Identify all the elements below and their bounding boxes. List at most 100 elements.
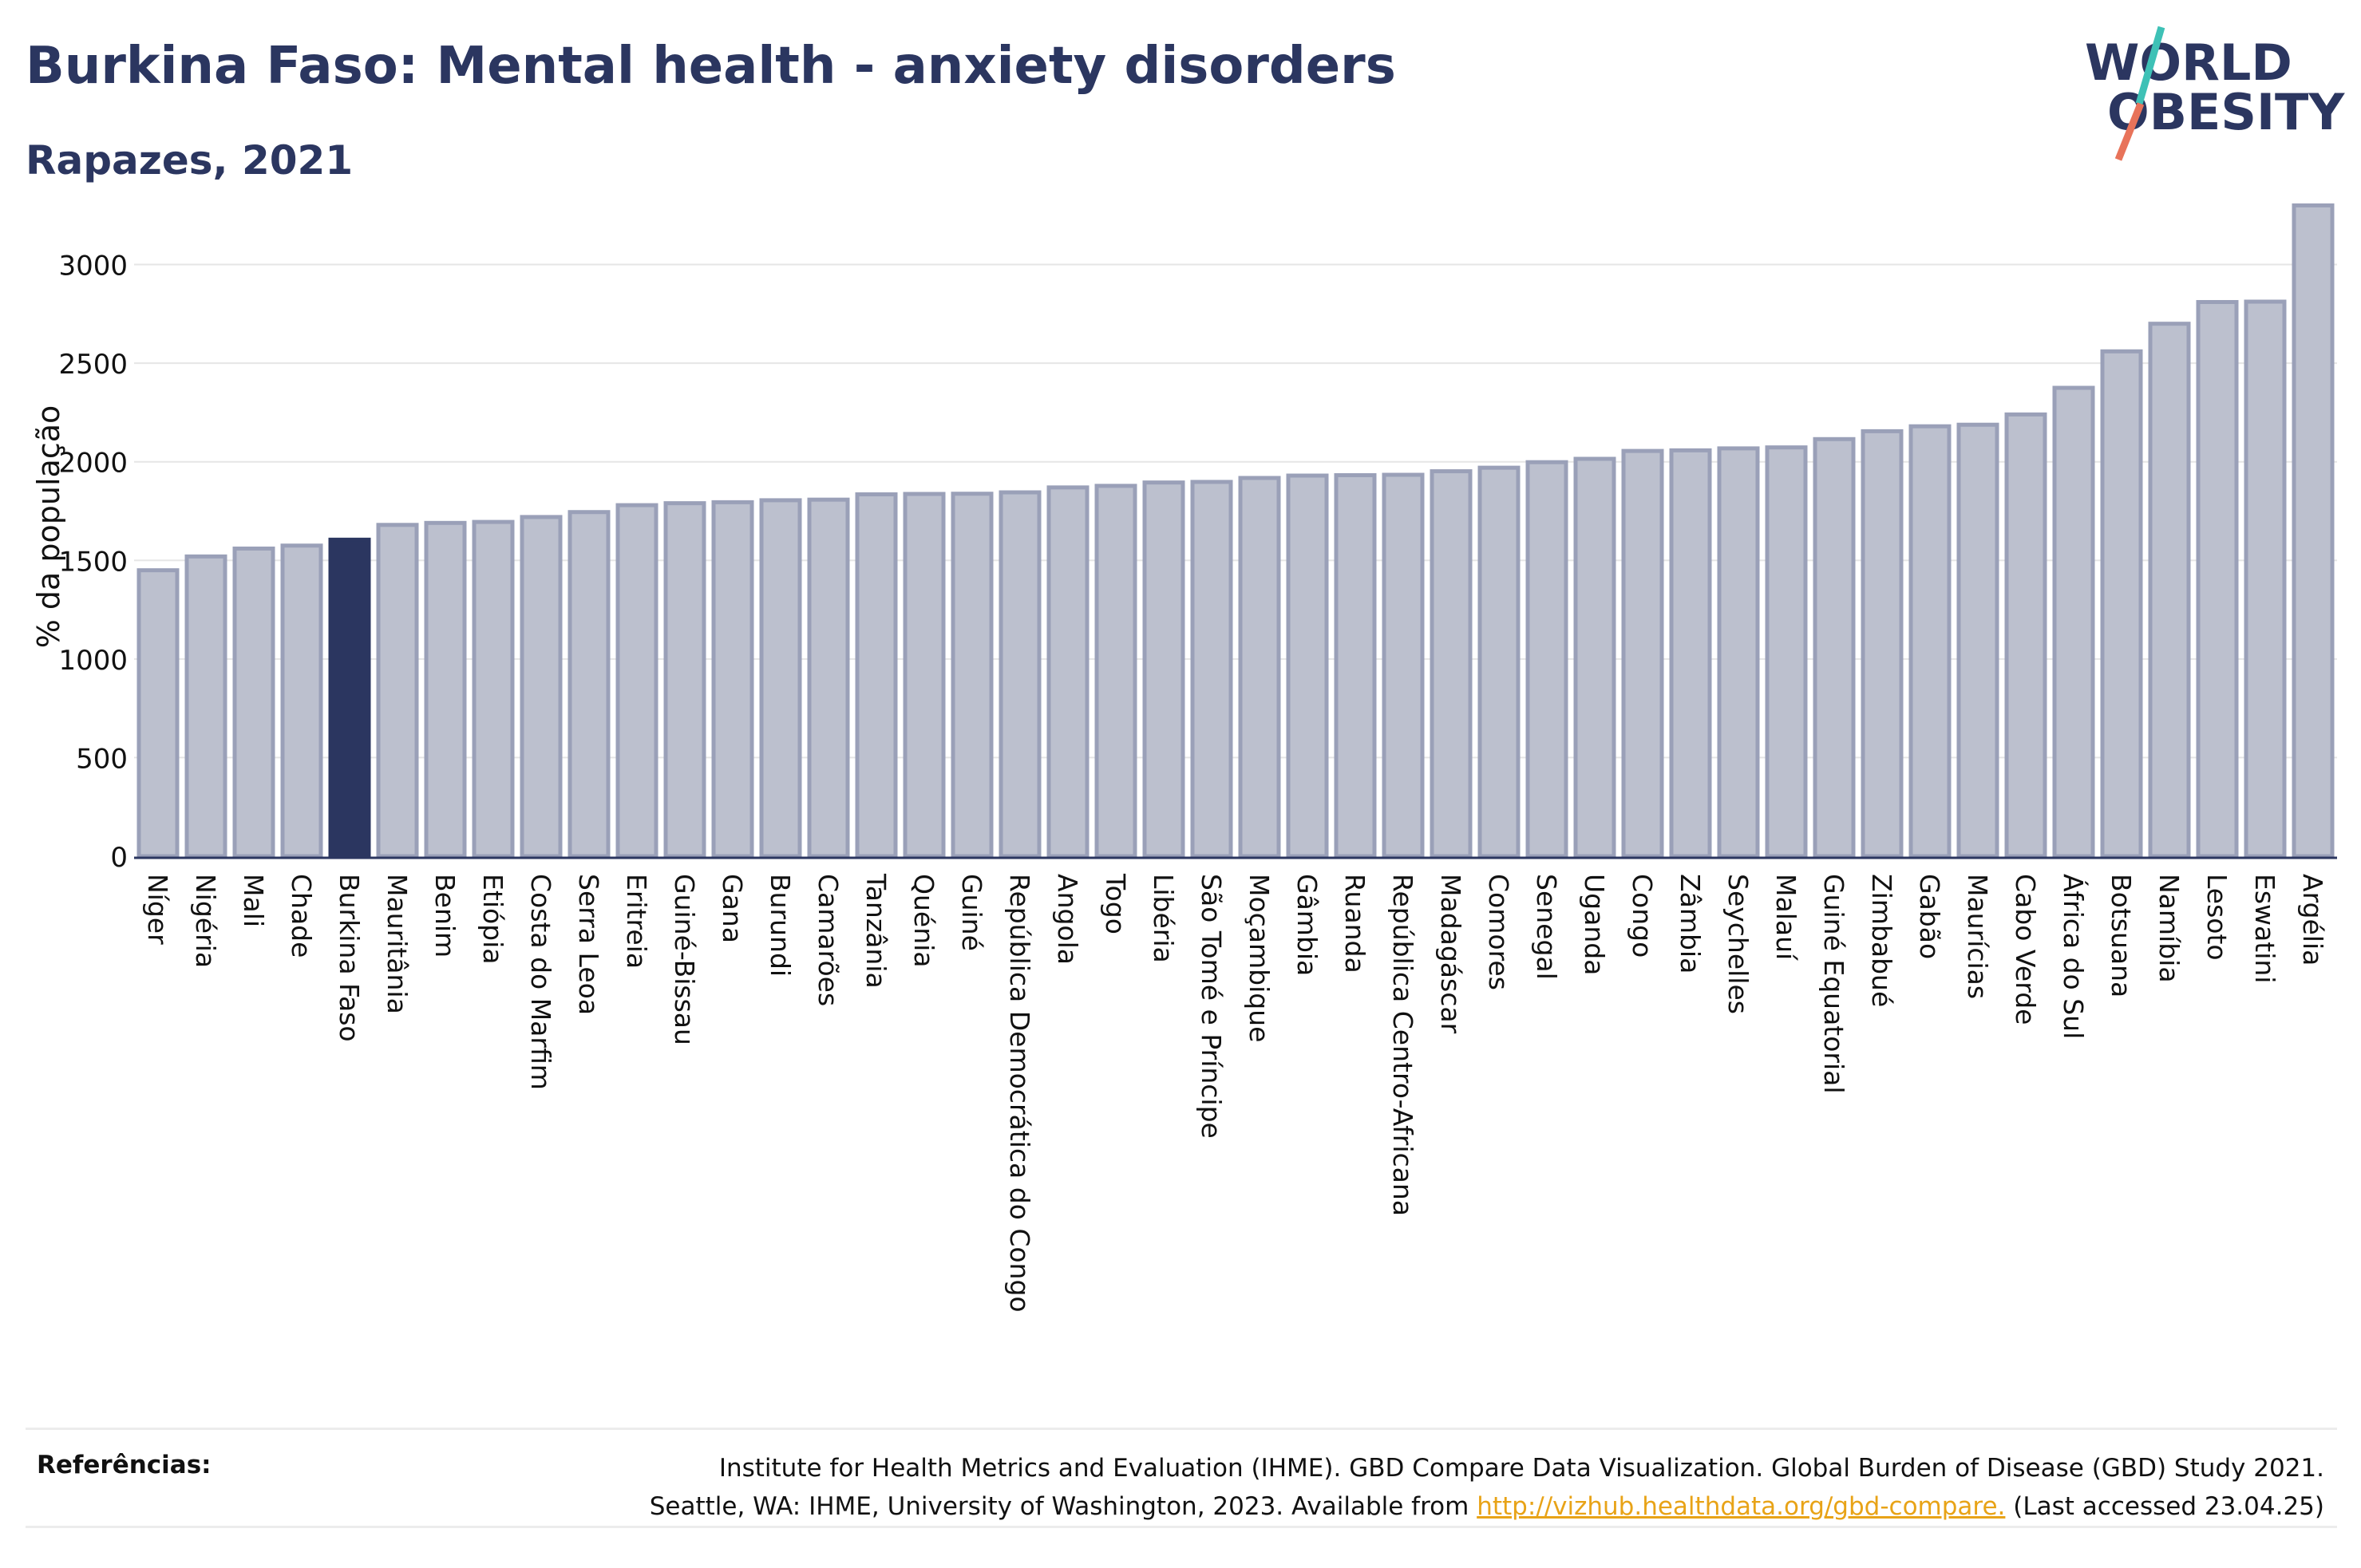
x-tick-label: Gâmbia bbox=[1291, 874, 1323, 976]
bar-malau- bbox=[1765, 445, 1808, 859]
x-tick-label: Guiné-Bissau bbox=[669, 874, 700, 1045]
bar-camar-es bbox=[807, 497, 850, 859]
bar-serra-leoa bbox=[568, 510, 611, 859]
bar-ruanda bbox=[1334, 473, 1377, 859]
bar-costa-do-marfim bbox=[520, 515, 563, 859]
chart-title: Burkina Faso: Mental health - anxiety di… bbox=[26, 37, 1396, 96]
bar-rep-blica-centro-africana bbox=[1382, 472, 1425, 859]
bar-madag-scar bbox=[1430, 469, 1473, 859]
logo-line1: WORLD bbox=[2085, 34, 2292, 92]
references-label: Referências: bbox=[37, 1451, 212, 1479]
x-axis-labels: Níger Nigéria Mali Chade Burkina Faso Mauritâ… bbox=[142, 873, 2328, 1313]
bar-nam-bia bbox=[2148, 322, 2191, 859]
world-obesity-logo: WORLD OBESITY bbox=[2085, 26, 2345, 161]
y-axis-ticks: 0 500 1000 1500 2000 2500 3000 bbox=[58, 251, 128, 874]
references-line2-prefix: Seattle, WA: IHME, University of Washing… bbox=[649, 1492, 1477, 1521]
x-tick-label: Libéria bbox=[1148, 874, 1179, 963]
bar-chart: 0 500 1000 1500 2000 2500 3000 Níger Nigéria Mal… bbox=[31, 203, 2337, 1313]
x-tick-label: Etiópia bbox=[477, 874, 508, 965]
bar-guin-bissau bbox=[663, 501, 706, 859]
bar-botsuana bbox=[2100, 349, 2143, 859]
bar-guin- bbox=[951, 492, 994, 859]
x-tick-label: Congo bbox=[1627, 874, 1658, 958]
references-text: Institute for Health Metrics and Evaluat… bbox=[650, 1449, 2324, 1526]
bar-tanz-nia bbox=[855, 492, 898, 859]
x-tick-label: África do Sul bbox=[2058, 874, 2090, 1039]
logo-line2: OBESITY bbox=[2107, 83, 2345, 141]
bar-togo bbox=[1094, 484, 1137, 859]
logo-slash-coral bbox=[2114, 102, 2145, 161]
bar-zimbabu- bbox=[1861, 429, 1904, 859]
x-tick-label: Ruanda bbox=[1339, 874, 1370, 974]
x-tick-label: Gana bbox=[717, 874, 748, 943]
bar--frica-do-sul bbox=[2052, 385, 2095, 859]
x-tick-label: Seychelles bbox=[1722, 874, 1754, 1014]
bar-mo-ambique bbox=[1238, 476, 1281, 859]
bar-qu-nia bbox=[903, 492, 946, 859]
x-tick-label: Mali bbox=[238, 874, 269, 927]
bar-eti-pia bbox=[472, 519, 515, 859]
bar-nig-ria bbox=[184, 554, 227, 859]
x-tick-label: Senegal bbox=[1531, 874, 1562, 980]
y-tick-label: 1000 bbox=[58, 645, 128, 677]
bar-seychelles bbox=[1717, 446, 1760, 859]
x-tick-label: Togo bbox=[1100, 873, 1131, 934]
bar-congo bbox=[1621, 448, 1664, 859]
x-tick-label: Comores bbox=[1483, 874, 1514, 990]
bar-lesoto bbox=[2196, 300, 2239, 859]
x-tick-label: Tanzânia bbox=[860, 873, 892, 989]
bar-benim bbox=[424, 520, 467, 859]
x-tick-label: Zâmbia bbox=[1675, 874, 1706, 974]
y-tick-label: 2000 bbox=[58, 448, 128, 480]
bar-angola bbox=[1046, 485, 1090, 859]
footer-divider-bottom bbox=[26, 1526, 2337, 1528]
footer-divider-top bbox=[26, 1428, 2337, 1430]
x-tick-label: Burkina Faso bbox=[334, 874, 365, 1042]
x-tick-label: Malauí bbox=[1770, 874, 1801, 962]
bar-burundi bbox=[759, 498, 802, 859]
references-line2-suffix: (Last accessed 23.04.25) bbox=[2005, 1492, 2324, 1521]
x-tick-label: São Tomé e Príncipe bbox=[1196, 874, 1227, 1139]
bar-rep-blica-democr-tica-do-congo bbox=[999, 490, 1042, 859]
bar-burkina-faso bbox=[328, 537, 371, 859]
x-tick-label: Costa do Marfim bbox=[525, 874, 556, 1090]
y-tick-label: 1500 bbox=[58, 546, 128, 578]
bar-g-mbia bbox=[1286, 473, 1329, 859]
x-tick-label: Guiné bbox=[956, 874, 987, 951]
bar-maur-cias bbox=[1956, 422, 1999, 859]
x-tick-label: Mauritânia bbox=[382, 874, 413, 1014]
bar-gab-o bbox=[1908, 424, 1952, 859]
x-tick-label: Moçambique bbox=[1244, 874, 1275, 1042]
x-tick-label: Níger bbox=[142, 874, 173, 945]
x-tick-label: Burundi bbox=[765, 874, 796, 977]
x-tick-label: Serra Leoa bbox=[573, 874, 604, 1015]
bar-eritreia bbox=[615, 503, 658, 859]
bar-mali bbox=[232, 546, 275, 859]
references-line2: Seattle, WA: IHME, University of Washing… bbox=[650, 1487, 2324, 1526]
bar-lib-ria bbox=[1142, 480, 1185, 859]
x-tick-label: Eswatini bbox=[2249, 874, 2280, 983]
bar-gana bbox=[711, 500, 754, 859]
x-tick-label: Zimbabué bbox=[1866, 874, 1897, 1007]
x-tick-label: República Democrática do Congo bbox=[1004, 874, 1035, 1313]
y-axis-label: % da população bbox=[31, 405, 66, 649]
x-tick-label: Uganda bbox=[1579, 874, 1610, 975]
bar-eswatini bbox=[2244, 299, 2287, 859]
x-tick-label: Madagáscar bbox=[1435, 874, 1466, 1034]
logo-slash-teal bbox=[2135, 26, 2165, 105]
x-tick-label: Cabo Verde bbox=[2010, 874, 2041, 1025]
x-tick-label: Namíbia bbox=[2153, 874, 2185, 983]
x-tick-label: Lesoto bbox=[2201, 874, 2232, 961]
y-tick-label: 2500 bbox=[58, 349, 128, 381]
x-tick-label: Botsuana bbox=[2106, 874, 2137, 997]
y-tick-label: 500 bbox=[76, 743, 128, 775]
y-tick-label: 3000 bbox=[58, 251, 128, 282]
bar-chade bbox=[280, 543, 323, 859]
references-line1: Institute for Health Metrics and Evaluat… bbox=[718, 1454, 2324, 1483]
x-tick-label: Eritreia bbox=[621, 874, 652, 969]
x-tick-label: Argélia bbox=[2297, 874, 2328, 966]
references-link[interactable]: http://vizhub.healthdata.org/gbd-compare… bbox=[1477, 1492, 2006, 1521]
x-tick-label: Camarões bbox=[813, 874, 844, 1006]
bar-maurit-nia bbox=[376, 523, 419, 859]
bar-uganda bbox=[1573, 456, 1616, 859]
